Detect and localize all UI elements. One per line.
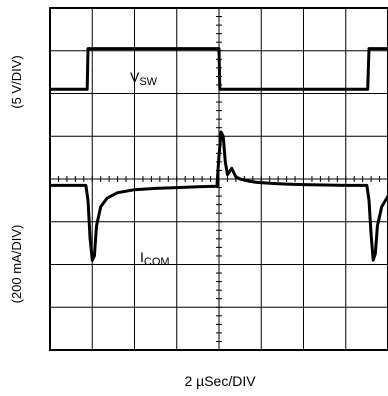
trace-label-main: I xyxy=(140,249,144,265)
trace-label-subscript: COM xyxy=(144,256,170,268)
trace-vsw xyxy=(50,47,388,91)
trace-icom xyxy=(50,130,388,262)
scope-traces xyxy=(50,47,388,262)
trace-label-subscript: SW xyxy=(139,76,157,88)
y-axis-label-bottom: (200 mA/DIV) xyxy=(9,225,24,304)
scope-labels: (5 V/DIV) (200 mA/DIV) 2 µSec/DIV VSW ICO… xyxy=(9,55,256,389)
scope-grid xyxy=(49,7,388,351)
trace-label-icom: ICOM xyxy=(140,249,170,268)
y-axis-label-top: (5 V/DIV) xyxy=(9,55,24,108)
trace-label-main: V xyxy=(130,69,140,85)
trace-label-vsw: VSW xyxy=(130,69,158,88)
x-axis-label: 2 µSec/DIV xyxy=(184,373,256,389)
